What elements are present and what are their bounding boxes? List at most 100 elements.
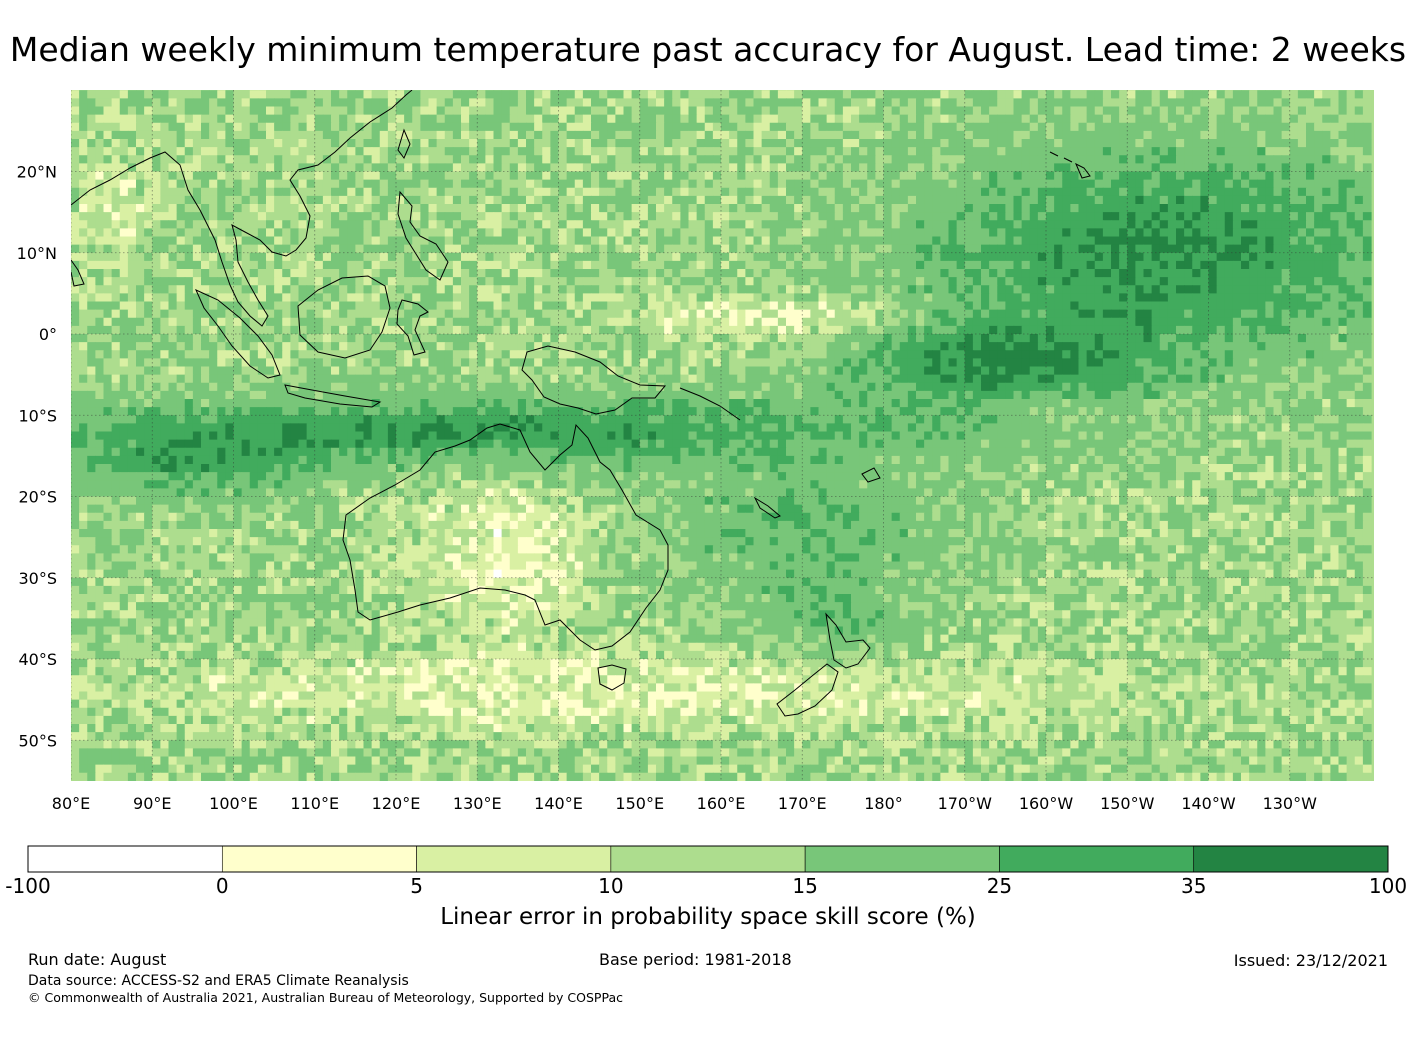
skill-cell bbox=[1143, 334, 1153, 343]
skill-cell bbox=[794, 301, 803, 311]
skill-cell bbox=[688, 90, 698, 99]
skill-cell bbox=[972, 171, 982, 181]
skill-cell bbox=[225, 220, 235, 229]
skill-cell bbox=[704, 90, 714, 99]
skill-cell bbox=[420, 171, 430, 181]
skill-cell bbox=[558, 106, 568, 116]
skill-cell bbox=[907, 236, 917, 246]
skill-cell bbox=[282, 147, 291, 156]
skill-cell bbox=[1037, 139, 1047, 148]
skill-cell bbox=[95, 106, 105, 116]
skill-cell bbox=[1241, 195, 1250, 205]
skill-cell bbox=[87, 179, 96, 189]
skill-cell bbox=[1094, 236, 1104, 246]
skill-cell bbox=[461, 309, 470, 319]
skill-cell bbox=[1135, 309, 1145, 319]
skill-cell bbox=[1224, 260, 1234, 270]
skill-cell bbox=[201, 187, 210, 197]
skill-cell bbox=[777, 195, 787, 205]
skill-cell bbox=[363, 122, 373, 132]
skill-cell bbox=[168, 293, 178, 303]
skill-cell bbox=[371, 106, 381, 116]
skill-cell bbox=[802, 236, 811, 246]
skill-cell bbox=[1143, 277, 1153, 286]
skill-cell bbox=[981, 325, 990, 335]
skill-cell bbox=[721, 309, 730, 319]
skill-cell bbox=[834, 163, 844, 173]
skill-cell bbox=[704, 98, 714, 108]
skill-cell bbox=[1094, 252, 1104, 262]
skill-cell bbox=[428, 163, 438, 173]
skill-cell bbox=[1289, 285, 1299, 294]
skill-cell bbox=[136, 277, 145, 286]
skill-cell bbox=[469, 220, 478, 229]
skill-cell bbox=[1224, 179, 1234, 189]
skill-cell bbox=[1176, 228, 1185, 238]
skill-cell bbox=[591, 106, 600, 116]
skill-cell bbox=[485, 260, 495, 270]
skill-cell bbox=[1241, 260, 1250, 270]
skill-cell bbox=[712, 277, 722, 286]
skill-cell bbox=[1151, 269, 1161, 278]
skill-cell bbox=[298, 179, 308, 189]
skill-cell bbox=[1265, 244, 1275, 254]
skill-cell bbox=[1070, 90, 1080, 99]
skill-cell bbox=[1176, 147, 1185, 156]
skill-cell bbox=[1119, 269, 1128, 278]
skill-cell bbox=[282, 244, 291, 254]
skill-cell bbox=[127, 334, 137, 343]
skill-cell bbox=[891, 98, 901, 108]
skill-cell bbox=[176, 212, 186, 221]
skill-cell bbox=[526, 130, 535, 140]
skill-cell bbox=[591, 260, 600, 270]
skill-cell bbox=[834, 122, 844, 132]
skill-cell bbox=[201, 325, 210, 335]
skill-cell bbox=[834, 325, 844, 335]
skill-cell bbox=[160, 114, 170, 124]
skill-cell bbox=[233, 163, 243, 173]
skill-cell bbox=[1127, 277, 1136, 286]
skill-cell bbox=[1143, 98, 1153, 108]
skill-cell bbox=[1086, 147, 1096, 156]
skill-cell bbox=[339, 220, 348, 229]
skill-cell bbox=[940, 309, 950, 319]
skill-cell bbox=[972, 130, 982, 140]
skill-cell bbox=[1208, 220, 1218, 229]
skill-cell bbox=[136, 309, 145, 319]
skill-cell bbox=[217, 98, 226, 108]
skill-cell bbox=[379, 155, 389, 164]
skill-cell bbox=[534, 204, 543, 213]
skill-cell bbox=[241, 130, 251, 140]
skill-cell bbox=[526, 179, 535, 189]
skill-cell bbox=[331, 179, 340, 189]
skill-cell bbox=[842, 187, 852, 197]
skill-cell bbox=[477, 204, 486, 213]
skill-cell bbox=[964, 269, 974, 278]
skill-cell bbox=[672, 122, 681, 132]
skill-cell bbox=[1265, 130, 1275, 140]
skill-cell bbox=[111, 90, 121, 99]
skill-cell bbox=[729, 220, 738, 229]
skill-cell bbox=[997, 285, 1006, 294]
skill-cell bbox=[802, 334, 811, 343]
skill-cell bbox=[688, 334, 698, 343]
skill-cell bbox=[396, 309, 405, 319]
skill-cell bbox=[1021, 163, 1031, 173]
skill-cell bbox=[493, 317, 503, 327]
skill-cell bbox=[859, 204, 868, 213]
skill-cell bbox=[192, 334, 202, 343]
skill-cell bbox=[136, 334, 145, 343]
skill-cell bbox=[1273, 204, 1283, 213]
skill-cell bbox=[387, 147, 397, 156]
skill-cell bbox=[1354, 301, 1364, 311]
skill-cell bbox=[379, 171, 389, 181]
skill-cell bbox=[517, 309, 527, 319]
skill-cell bbox=[127, 204, 137, 213]
skill-cell bbox=[1249, 244, 1258, 254]
skill-cell bbox=[306, 139, 316, 148]
skill-cell bbox=[331, 114, 340, 124]
skill-cell bbox=[810, 106, 820, 116]
skill-cell bbox=[477, 122, 486, 132]
skill-cell bbox=[972, 285, 982, 294]
skill-cell bbox=[477, 155, 486, 164]
